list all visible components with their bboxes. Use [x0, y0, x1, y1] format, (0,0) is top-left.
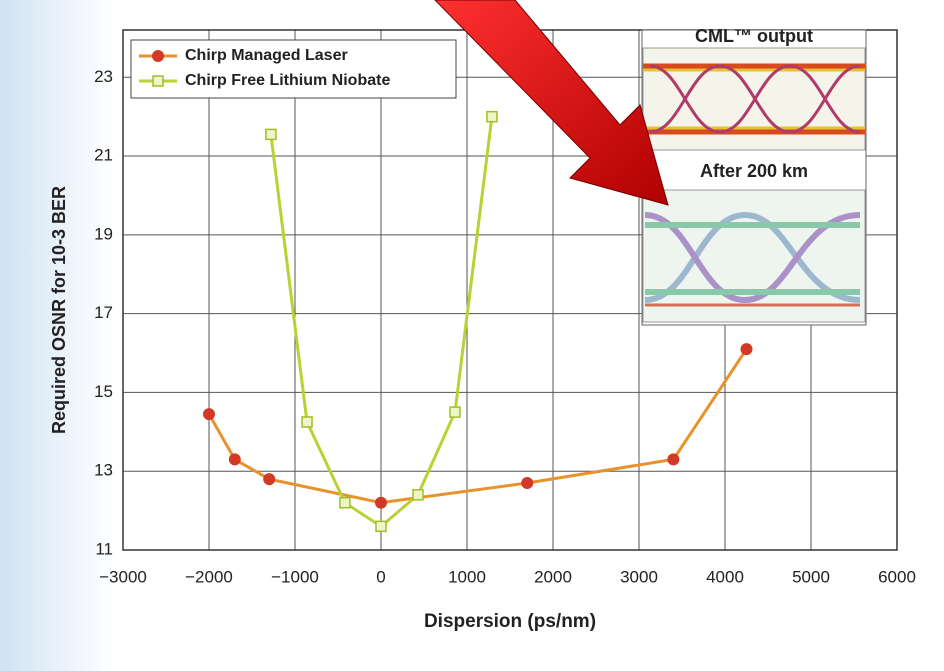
x-tick-label: 4000	[706, 567, 744, 586]
inset: CML™ output After 200 km	[642, 26, 866, 325]
marker	[302, 417, 312, 427]
legend-label: Chirp Free Lithium Niobate	[185, 72, 390, 89]
marker	[521, 477, 533, 489]
legend-marker	[152, 50, 164, 62]
y-tick-label: 17	[94, 303, 113, 322]
annotation: CML™ output	[695, 26, 813, 46]
annotation: After 200 km	[700, 161, 808, 181]
y-tick-label: 13	[94, 461, 113, 480]
marker	[203, 408, 215, 420]
y-tick-label: 23	[94, 67, 113, 86]
chart: −3000 −2000 −1000 0 1000 2000 3000 4000 5000 6000…	[0, 0, 944, 671]
marker	[375, 497, 387, 509]
marker	[487, 112, 497, 122]
legend-marker	[153, 76, 163, 86]
y-tick-label: 19	[94, 224, 113, 243]
y-tick-label: 11	[95, 539, 113, 558]
x-tick-label: 2000	[534, 567, 572, 586]
y-axis-label: Required OSNR for 10-3 BER	[49, 186, 69, 434]
x-tick-label: 6000	[878, 567, 916, 586]
marker	[413, 490, 423, 500]
eye-diagram-bottom	[643, 190, 865, 322]
legend-label: Chirp Managed Laser	[185, 47, 348, 64]
y-tick-label: 21	[94, 146, 113, 165]
y-tick-label: 15	[94, 382, 113, 401]
x-tick-label: 5000	[792, 567, 830, 586]
marker	[741, 343, 753, 355]
x-tick-label: 1000	[448, 567, 486, 586]
marker	[667, 453, 679, 465]
x-tick-label: −3000	[99, 567, 147, 586]
x-tick-label: −1000	[271, 567, 319, 586]
marker	[266, 129, 276, 139]
x-axis-label: Dispersion (ps/nm)	[424, 611, 596, 632]
x-tick-label: 3000	[620, 567, 658, 586]
marker	[229, 453, 241, 465]
marker	[340, 498, 350, 508]
marker	[376, 521, 386, 531]
x-tick-label: −2000	[185, 567, 233, 586]
x-tick-label: 0	[376, 567, 385, 586]
marker	[263, 473, 275, 485]
marker	[450, 407, 460, 417]
